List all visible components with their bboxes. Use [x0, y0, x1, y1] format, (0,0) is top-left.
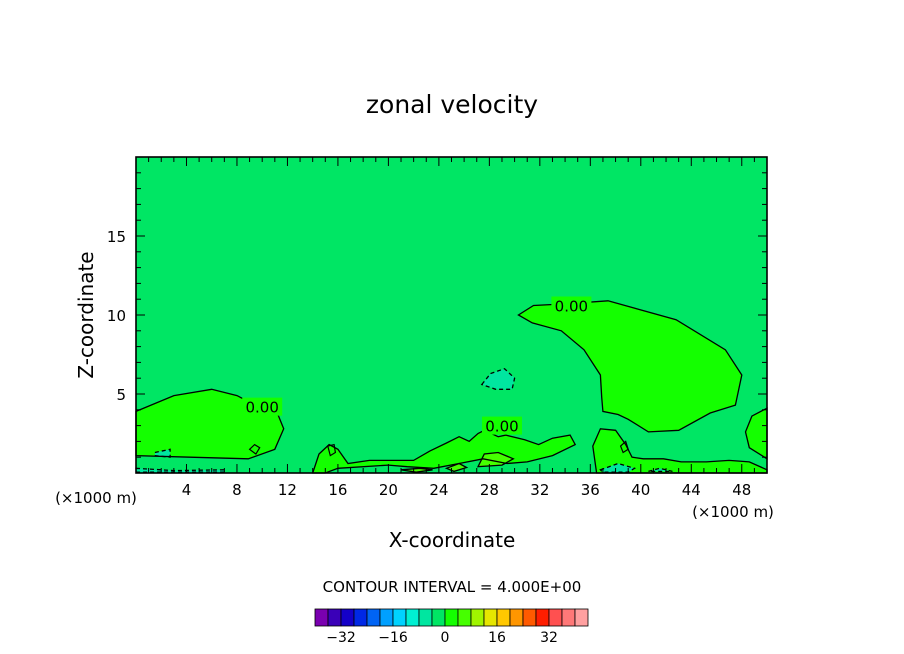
colorbar-swatch [496, 608, 511, 627]
colorbar-swatch [457, 608, 472, 627]
colorbar-swatch [314, 608, 329, 627]
region-mid-cyan-blob [481, 368, 515, 390]
region-lower-right-positive [592, 428, 767, 473]
colorbar-swatch [431, 608, 446, 627]
contour-small-loop [619, 440, 629, 454]
contour-label: 0.00 [485, 418, 518, 436]
region-lower-middle-positive [312, 430, 576, 473]
colorbar-swatch [392, 608, 407, 627]
x-tick-label: 4 [182, 481, 192, 499]
contour-small-loop [248, 443, 261, 455]
contour-lines [135, 300, 768, 474]
y-axis-ticks: 5 10 15 [107, 156, 767, 474]
colorbar-swatch [470, 608, 485, 627]
colorbar-tick-label: 16 [488, 630, 506, 646]
contour-small-loop [327, 443, 337, 457]
x-tick-label: 48 [732, 481, 751, 499]
chart-title: zonal velocity [366, 90, 538, 119]
x-tick-label: 12 [278, 481, 297, 499]
contour-labels: 0.00 0.00 0.00 [242, 296, 592, 436]
x-unit-right: (×1000 m) [692, 503, 774, 521]
contour-line-left-positive [135, 388, 285, 460]
colorbar-tick-label: −16 [378, 630, 408, 646]
contour-line-upper-right-positive [517, 300, 743, 433]
contour-line-bottom-cyan-streak-far [648, 467, 673, 473]
contour-label-bg [481, 416, 522, 435]
colorbar-swatch [509, 608, 524, 627]
x-tick-label: 20 [379, 481, 398, 499]
x-tick-label: 44 [682, 481, 701, 499]
x-axis-ticks: 4 8 12 16 20 24 28 32 36 40 44 48 [135, 157, 768, 499]
x-tick-label: 28 [480, 481, 499, 499]
region-upper-right-positive [518, 300, 742, 432]
colorbar-swatch [340, 608, 355, 627]
contour-interval-text: CONTOUR INTERVAL = 4.000E+00 [323, 578, 582, 596]
x-axis-label: X-coordinate [389, 528, 516, 552]
colorbar-swatch [483, 608, 498, 627]
colorbar-swatch [522, 608, 537, 627]
contour-label: 0.00 [555, 298, 588, 316]
region-left-cyan-pocket [154, 449, 171, 458]
colorbar-labels: −32 −16 0 16 32 [326, 630, 558, 646]
colorbar-tick-label: 32 [540, 630, 558, 646]
x-tick-label: 16 [328, 481, 347, 499]
contour-label: 0.00 [245, 399, 278, 417]
contour-line-bottom-light-green-1 [476, 451, 515, 468]
colorbar-swatch [379, 608, 394, 627]
contour-line-lower-right-positive [592, 428, 768, 474]
colorbar-swatch [405, 608, 420, 627]
region-bottom-cyan-streak-left [136, 468, 225, 473]
colorbar-tick-label: −32 [326, 630, 356, 646]
y-tick-label: 15 [107, 228, 126, 246]
x-tick-label: 24 [429, 481, 448, 499]
region-bottom-cyan-streak-right [600, 463, 635, 473]
colorbar-swatch [444, 608, 459, 627]
contour-line-left-cyan-pocket [154, 448, 171, 458]
contour-line-bottom-cyan-streak-right [599, 462, 637, 473]
y-tick-label: 10 [107, 307, 126, 325]
contour-fills [136, 157, 767, 473]
colorbar-swatch [327, 608, 342, 627]
colorbar-swatch [418, 608, 433, 627]
region-right-edge-positive [745, 408, 767, 459]
colorbar-swatch [574, 608, 589, 627]
colorbar-swatch [353, 608, 368, 627]
colorbar-swatch [366, 608, 381, 627]
y-axis-label: Z-coordinate [74, 251, 98, 378]
colorbar-swatch [561, 608, 576, 627]
x-tick-label: 32 [530, 481, 549, 499]
x-tick-label: 40 [631, 481, 650, 499]
colorbar-swatch [548, 608, 563, 627]
contour-label-bg [551, 296, 592, 315]
contour-line-lower-middle-positive [311, 429, 577, 474]
contour-label-bg [242, 397, 283, 416]
colorbar-tick-label: 0 [441, 630, 450, 646]
x-unit-left: (×1000 m) [55, 489, 137, 507]
contour-line-mid-cyan-blob [480, 367, 516, 390]
colorbar [314, 608, 589, 627]
y-tick-label: 5 [116, 386, 126, 404]
x-tick-label: 8 [232, 481, 242, 499]
contour-line-bottom-cyan-streak-left [135, 467, 225, 473]
colorbar-swatch [535, 608, 550, 627]
x-tick-label: 36 [581, 481, 600, 499]
